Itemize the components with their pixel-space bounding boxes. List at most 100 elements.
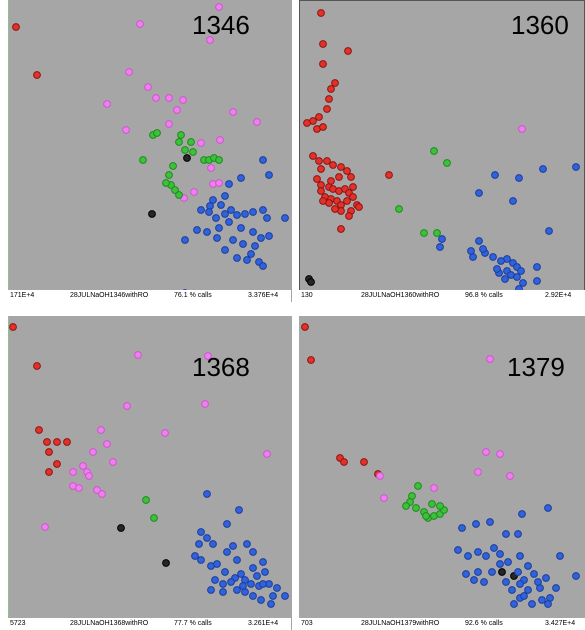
blue-data-point [181, 236, 189, 244]
black-data-point [498, 568, 506, 576]
magenta-data-point [85, 472, 93, 480]
blue-data-point [249, 564, 257, 572]
blue-data-point [241, 210, 249, 218]
magenta-data-point [380, 494, 388, 502]
blue-data-point [259, 580, 267, 588]
green-data-point [414, 482, 422, 490]
magenta-data-point [103, 100, 111, 108]
green-data-point [150, 514, 158, 522]
blue-data-point [533, 263, 541, 271]
blue-data-point [496, 550, 504, 558]
panel-1368: 1368 5723 28JULNaOH1368withRO 77.7 % cal… [8, 316, 292, 630]
blue-data-point [261, 568, 269, 576]
blue-data-point [269, 592, 277, 600]
blue-data-point [249, 592, 257, 600]
blue-data-point [513, 273, 521, 281]
blue-data-point [438, 235, 446, 243]
footer-right-value: 3.261E+4 [248, 620, 279, 627]
footer-1368: 5723 28JULNaOH1368withRO 77.7 % calls 3.… [8, 618, 291, 630]
blue-data-point [247, 250, 255, 258]
blue-data-point [475, 237, 483, 245]
blue-data-point [533, 277, 541, 285]
scatter-svg-1346 [12, 3, 289, 290]
blue-data-point [491, 171, 499, 179]
blue-data-point [221, 568, 229, 576]
blue-data-point [489, 253, 497, 261]
red-data-point [317, 165, 325, 173]
blue-data-point [514, 530, 522, 538]
magenta-data-point [89, 448, 97, 456]
red-data-point [313, 175, 321, 183]
blue-data-point [539, 165, 547, 173]
footer-1379: 703 28JULNaOH1379withRO 92.6 % calls 3.4… [299, 618, 585, 630]
magenta-data-point [144, 83, 152, 91]
blue-data-point [515, 285, 523, 291]
magenta-data-point [93, 486, 101, 494]
red-data-point [329, 161, 337, 169]
red-data-point [315, 113, 323, 121]
scatter-plot-1368 [8, 316, 292, 630]
blue-data-point [538, 596, 546, 604]
footer-1346: 171E+4 28JULNaOH1346withRO 76.1 % calls … [8, 290, 291, 302]
blue-data-point [518, 510, 526, 518]
green-data-point [422, 512, 430, 520]
magenta-data-point [474, 468, 482, 476]
blue-data-point [504, 558, 512, 566]
blue-data-point [221, 246, 229, 254]
blue-data-point [221, 210, 229, 218]
blue-data-point [486, 518, 494, 526]
blue-data-point [515, 174, 523, 182]
green-data-point [165, 171, 173, 179]
blue-data-point [519, 279, 527, 287]
blue-data-point [221, 192, 229, 200]
magenta-data-point [496, 450, 504, 458]
blue-data-point [497, 257, 505, 265]
red-data-point [331, 79, 339, 87]
blue-data-point [509, 197, 517, 205]
red-data-point [315, 157, 323, 165]
blue-data-point [225, 218, 233, 226]
footer-calls: 77.7 % calls [174, 620, 212, 627]
green-data-point [428, 500, 436, 508]
blue-data-point [253, 572, 261, 580]
blue-data-point [267, 600, 275, 608]
magenta-data-point [229, 108, 237, 116]
blue-data-point [251, 242, 259, 250]
green-data-point [420, 229, 428, 237]
red-data-point [317, 187, 325, 195]
magenta-data-point [98, 490, 106, 498]
blue-data-point [249, 208, 257, 216]
green-data-point [171, 186, 179, 194]
magenta-data-point [134, 351, 142, 359]
red-data-point [319, 197, 327, 205]
red-data-point [355, 203, 363, 211]
blue-data-point [229, 236, 237, 244]
blue-data-point [227, 578, 235, 586]
red-data-point [323, 105, 331, 113]
blue-data-point [496, 560, 504, 568]
blue-data-point [490, 544, 498, 552]
magenta-data-point [376, 472, 384, 480]
black-data-point [307, 278, 315, 286]
panel-1379: 1379 703 28JULNaOH1379withRO 92.6 % call… [299, 316, 585, 630]
scatter-plot-1346 [8, 0, 292, 302]
magenta-data-point [215, 3, 223, 11]
green-data-point [215, 156, 223, 164]
red-data-point [309, 152, 317, 160]
footer-calls: 96.8 % calls [465, 292, 503, 299]
green-data-point [153, 129, 161, 137]
panel-1360: 1360 130 28JULNaOH1360withRO 96.8 % call… [299, 0, 585, 302]
red-data-point [303, 119, 311, 127]
blue-data-point [502, 578, 510, 586]
green-data-point [139, 156, 147, 164]
magenta-data-point [161, 429, 169, 437]
blue-data-point [545, 227, 553, 235]
magenta-data-point [216, 136, 224, 144]
panel-label-1346: 1346 [192, 10, 250, 40]
red-data-point [319, 40, 327, 48]
red-data-point [325, 95, 333, 103]
footer-1360: 130 28JULNaOH1360withRO 96.8 % calls 2.9… [299, 290, 585, 302]
magenta-data-point [207, 164, 215, 172]
blue-data-point [472, 520, 480, 528]
footer-right-value: 3.376E+4 [248, 292, 279, 299]
